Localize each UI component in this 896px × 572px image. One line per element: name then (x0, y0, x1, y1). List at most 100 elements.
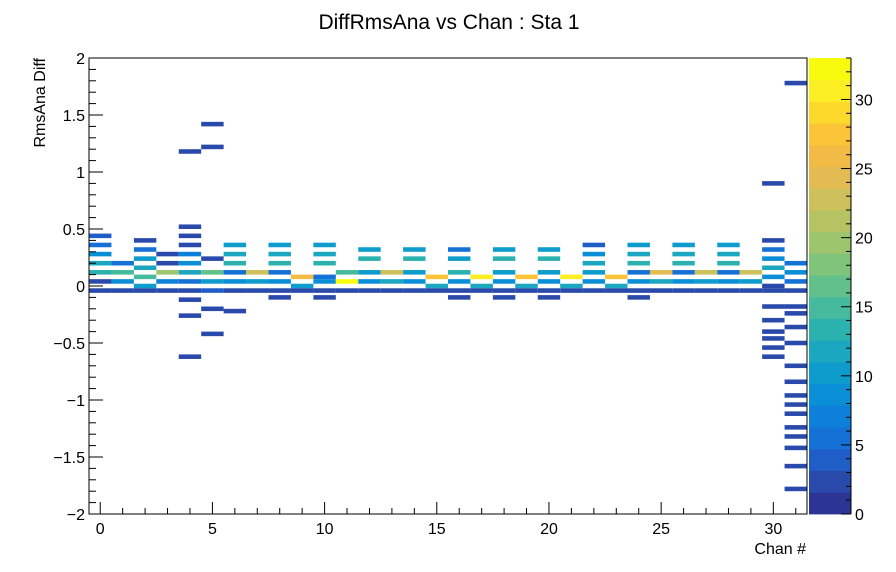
color-scale-swatch (809, 470, 851, 493)
heatmap-cell (784, 463, 807, 469)
heatmap-cell (515, 283, 538, 289)
y-tick-label: −1 (67, 393, 85, 410)
heatmap-cell (223, 288, 247, 293)
heatmap-cell (739, 288, 763, 293)
color-scale-swatch (809, 79, 851, 102)
heatmap-cell (717, 270, 740, 275)
heatmap-cell (605, 274, 628, 280)
heatmap-cell (739, 270, 763, 275)
heatmap-cell (156, 270, 179, 275)
heatmap-cell (605, 288, 628, 293)
heatmap-cell (537, 279, 561, 284)
heatmap-cell (246, 288, 269, 293)
heatmap-cell (762, 336, 785, 341)
color-scale-swatch (809, 492, 851, 515)
chart-title: DiffRmsAna vs Chan : Sta 1 (318, 11, 579, 34)
heatmap-cell (762, 256, 785, 261)
heatmap-cell (560, 283, 583, 289)
heatmap-cell (672, 270, 695, 275)
heatmap-cell (201, 279, 224, 284)
heatmap-cell (717, 242, 740, 248)
heatmap-cell (448, 288, 471, 293)
heatmap-cell (246, 279, 269, 284)
heatmap-cell (649, 288, 673, 293)
color-scale-label: 15 (855, 300, 873, 317)
color-scale-label: 5 (855, 438, 864, 455)
heatmap-cell (605, 283, 628, 289)
heatmap-cell (178, 251, 202, 257)
heatmap-cell (335, 270, 359, 275)
color-scale-label: 25 (855, 162, 873, 179)
heatmap-cell (111, 270, 134, 275)
y-tick-label: 1 (76, 165, 85, 182)
heatmap-cell (672, 251, 695, 257)
y-axis-label: RmsAna Diff (32, 57, 49, 147)
heatmap-cell (649, 279, 673, 284)
heatmap-cell (784, 486, 807, 492)
heatmap-cell (448, 295, 471, 300)
heatmap-cell (560, 288, 583, 293)
heatmap-cell (784, 363, 807, 369)
heatmap-cell (89, 270, 112, 275)
heatmap-cell (672, 288, 695, 293)
heatmap-cell (313, 274, 336, 280)
color-scale-swatch (809, 210, 851, 233)
color-scale-swatch (809, 362, 851, 385)
heatmap-cell (89, 233, 112, 239)
heatmap-cell (201, 331, 224, 337)
y-tick-label: 1.5 (63, 108, 85, 125)
heatmap-cell (380, 270, 404, 275)
heatmap-cell (537, 295, 561, 300)
heatmap-cell (156, 279, 179, 284)
heatmap-cell (313, 251, 336, 257)
color-scale-swatch (809, 101, 851, 124)
heatmap-cell (784, 402, 807, 407)
heatmap-cell (313, 260, 336, 266)
color-scale-swatch (809, 253, 851, 276)
heatmap-cell (739, 279, 763, 284)
heatmap-cell (380, 288, 404, 293)
heatmap-cell (448, 256, 471, 261)
heatmap-cell (425, 288, 448, 293)
heatmap-cell (358, 247, 381, 252)
heatmap-cell (717, 279, 740, 284)
heatmap-cell (470, 274, 493, 280)
heatmap-cell (268, 295, 291, 300)
heatmap-cell (156, 260, 179, 266)
heatmap-cell (717, 260, 740, 266)
heatmap-cell (201, 288, 224, 293)
heatmap-cell (672, 242, 695, 248)
heatmap-cell (201, 121, 224, 127)
heatmap-cell (156, 288, 179, 293)
heatmap-cell (178, 270, 202, 275)
heatmap-cell (492, 256, 516, 261)
heatmap-cell (784, 379, 807, 385)
heatmap-cell (358, 279, 381, 284)
heatmap-cell (290, 288, 314, 293)
heatmap-cell (784, 304, 807, 309)
heatmap-cell (762, 304, 785, 309)
heatmap-cell (380, 279, 404, 284)
heatmap-cell (111, 279, 134, 284)
heatmap-cell (201, 256, 224, 261)
heatmap-cell (313, 242, 336, 248)
heatmap-cell (448, 279, 471, 284)
heatmap-cell (784, 411, 807, 416)
heatmap-cell (313, 279, 336, 284)
heatmap-cell (89, 288, 112, 293)
heatmap-cell (223, 270, 247, 275)
x-tick-label: 15 (428, 521, 446, 538)
heatmap-cell (268, 279, 291, 284)
heatmap-cell (133, 283, 157, 289)
heatmap-cell (335, 279, 359, 284)
heatmap-cell (762, 329, 785, 334)
heatmap-cell (358, 270, 381, 275)
color-scale-swatch (809, 340, 851, 363)
heatmap-cell (425, 283, 448, 289)
color-scale-swatch (809, 448, 851, 471)
heatmap-cell (111, 288, 134, 293)
heatmap-cell (537, 270, 561, 275)
heatmap-cell (156, 251, 179, 257)
heatmap-cell (717, 288, 740, 293)
heatmap-cell (290, 274, 314, 280)
